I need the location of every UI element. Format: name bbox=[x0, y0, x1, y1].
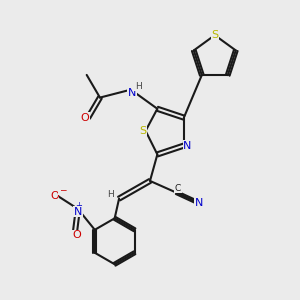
Text: −: − bbox=[59, 185, 66, 194]
Text: N: N bbox=[128, 88, 136, 98]
Text: S: S bbox=[211, 30, 218, 40]
Text: H: H bbox=[107, 190, 114, 199]
Text: +: + bbox=[75, 201, 82, 210]
Text: N: N bbox=[183, 141, 192, 151]
Text: S: S bbox=[139, 126, 146, 136]
Text: N: N bbox=[74, 207, 82, 217]
Text: O: O bbox=[72, 230, 81, 240]
Text: O: O bbox=[81, 112, 90, 123]
Text: O: O bbox=[50, 190, 59, 201]
Text: C: C bbox=[175, 184, 181, 193]
Text: N: N bbox=[195, 198, 203, 208]
Text: H: H bbox=[135, 82, 142, 91]
